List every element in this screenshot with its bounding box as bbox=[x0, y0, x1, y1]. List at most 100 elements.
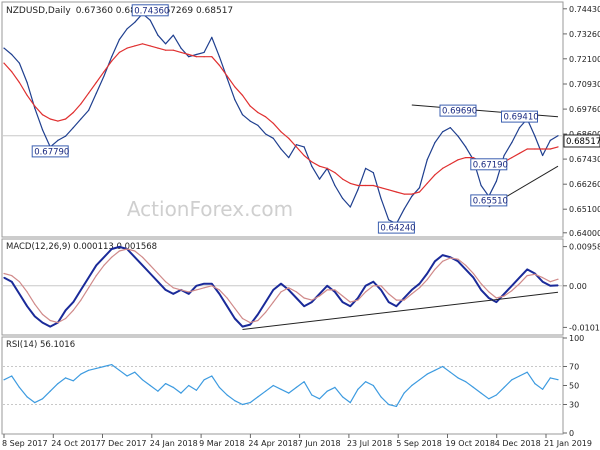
rsi-rsi-point bbox=[503, 386, 505, 388]
macd-macd-point bbox=[418, 283, 421, 285]
macd-macd-point bbox=[280, 283, 282, 285]
macd-signal-point bbox=[518, 283, 521, 285]
price-moving-average-point bbox=[249, 105, 251, 107]
price-price-point bbox=[495, 180, 497, 182]
price-moving-average-point bbox=[303, 154, 305, 157]
price-y-tick-label: 0.73260 bbox=[569, 30, 600, 39]
macd-signal-point bbox=[442, 260, 444, 262]
price-moving-average-point bbox=[88, 92, 90, 94]
price-price-point bbox=[72, 127, 74, 129]
macd-macd-point bbox=[403, 297, 405, 299]
macd-signal-point bbox=[211, 285, 213, 287]
rsi-rsi-point bbox=[118, 369, 120, 371]
rsi-rsi-point bbox=[234, 400, 236, 402]
price-price-point bbox=[111, 56, 113, 58]
macd-macd-point bbox=[372, 281, 374, 283]
rsi-rsi-point bbox=[518, 375, 521, 377]
macd-macd-point bbox=[542, 281, 544, 283]
macd-macd-point bbox=[157, 281, 159, 283]
price-price-point bbox=[3, 47, 5, 49]
current-value-tag: 0.68517 bbox=[563, 134, 600, 148]
price-moving-average-point bbox=[449, 163, 451, 165]
macd-macd-point bbox=[503, 293, 505, 295]
price-moving-average-point bbox=[26, 94, 28, 96]
rsi-rsi-point bbox=[411, 384, 413, 387]
macd-signal-point bbox=[334, 289, 336, 291]
macd-macd-point bbox=[149, 272, 151, 275]
price-price-point bbox=[280, 148, 282, 150]
current-value-label: 0.68517 bbox=[566, 137, 600, 147]
macd-macd-point bbox=[318, 293, 321, 295]
rsi-y-tick-label: 0 bbox=[569, 429, 574, 438]
price-price-point bbox=[380, 197, 382, 199]
macd-signal-point bbox=[57, 322, 59, 324]
rsi-rsi-point bbox=[157, 390, 159, 392]
rsi-rsi-point bbox=[34, 402, 36, 404]
price-moving-average-point bbox=[188, 53, 190, 56]
rsi-rsi-point bbox=[72, 380, 74, 382]
macd-signal-point bbox=[380, 285, 382, 287]
macd-macd-point bbox=[18, 293, 20, 295]
macd-signal-point bbox=[488, 291, 490, 293]
rsi-rsi-point bbox=[495, 394, 497, 396]
macd-macd-point bbox=[349, 305, 351, 307]
macd-y-axis: 0.009587 0.00 -0.01018 bbox=[563, 243, 600, 332]
macd-macd-point bbox=[480, 289, 482, 291]
price-price-point bbox=[118, 38, 120, 41]
rsi-rsi-point bbox=[442, 365, 444, 368]
macd-macd-point bbox=[549, 285, 551, 287]
price-moving-average-point bbox=[126, 47, 128, 49]
price-moving-average-point bbox=[195, 56, 197, 58]
price-price-point bbox=[426, 159, 428, 161]
current-value-box bbox=[563, 134, 600, 148]
price-moving-average-point bbox=[557, 146, 559, 148]
macd-signal-point bbox=[95, 275, 97, 277]
x-tick-label: 24 Jan 2018 bbox=[150, 439, 198, 448]
rsi-rsi-point bbox=[357, 388, 359, 390]
annotation-box bbox=[439, 104, 477, 117]
price-price-point bbox=[403, 208, 405, 210]
macd-signal-point bbox=[395, 299, 397, 301]
price-price-point bbox=[365, 167, 367, 169]
macd-header: MACD(12,26,9) 0.000113 0.001568 bbox=[6, 242, 157, 252]
macd-signal-point bbox=[265, 311, 267, 313]
price-moving-average-point bbox=[41, 114, 44, 116]
price-moving-average-point bbox=[372, 184, 374, 187]
price-moving-average-point bbox=[349, 182, 351, 184]
rsi-rsi-point bbox=[211, 375, 213, 377]
price-price-point bbox=[241, 114, 244, 116]
price-moving-average-point bbox=[311, 161, 313, 163]
macd-macd-point bbox=[342, 301, 344, 303]
price-price-point bbox=[149, 19, 151, 21]
price-price-point bbox=[226, 77, 228, 79]
price-price-point bbox=[249, 120, 251, 122]
macd-macd-point bbox=[103, 256, 105, 258]
rsi-rsi-point bbox=[472, 386, 474, 388]
price-moving-average-point bbox=[465, 157, 467, 159]
macd-signal-point bbox=[480, 283, 482, 285]
price-price-point bbox=[418, 187, 421, 189]
price-moving-average-point bbox=[165, 49, 167, 51]
macd-macd-point bbox=[488, 297, 490, 299]
price-price-point bbox=[349, 206, 351, 208]
price-price-point bbox=[88, 109, 90, 111]
price-moving-average-point bbox=[95, 81, 97, 84]
rsi-rsi-point bbox=[134, 371, 136, 373]
price-price-point bbox=[103, 75, 105, 77]
price-price-point bbox=[357, 189, 359, 191]
macd-signal-point bbox=[357, 299, 359, 301]
price-annotations: 0.74360 0.67790 0.69690 0.69410 0.67190 0.655… bbox=[31, 4, 539, 234]
rsi-rsi-point bbox=[188, 384, 190, 387]
price-price-point bbox=[372, 172, 374, 174]
price-moving-average-point bbox=[534, 148, 536, 150]
rsi-y-tick-label: 30 bbox=[569, 401, 579, 410]
macd-macd-point bbox=[426, 272, 428, 275]
price-moving-average-point bbox=[111, 60, 113, 62]
annotation-box bbox=[470, 194, 508, 207]
rsi-rsi-point bbox=[480, 392, 482, 394]
x-axis: 8 Sep 2017 24 Oct 2017 7 Dec 2017 24 Jan 20… bbox=[2, 434, 592, 448]
price-moving-average-point bbox=[511, 157, 513, 159]
rsi-rsi-point bbox=[280, 388, 282, 390]
macd-signal-point bbox=[472, 272, 474, 275]
